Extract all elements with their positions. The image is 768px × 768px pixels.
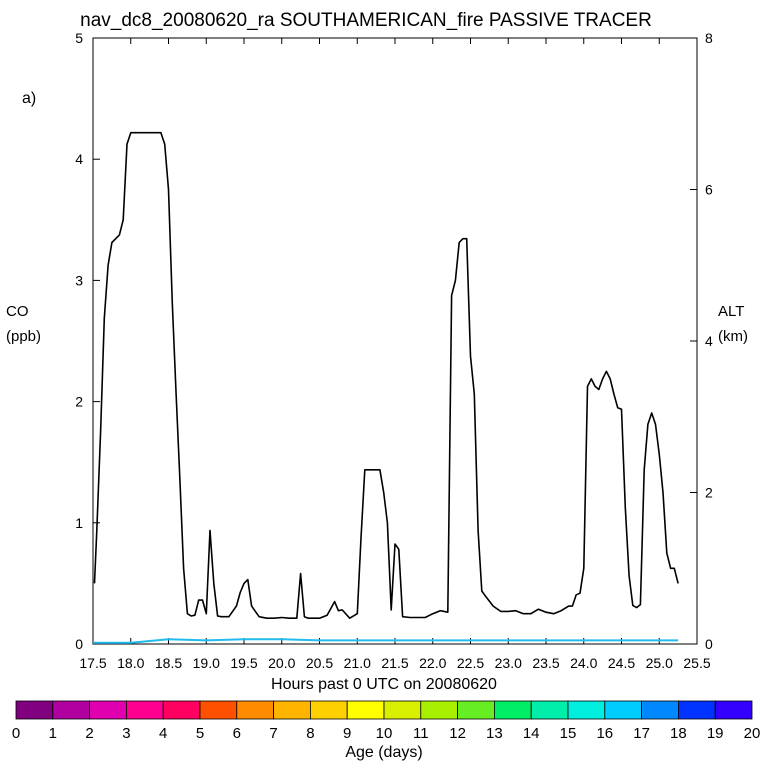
- x-tick-label: 22.0: [419, 655, 446, 671]
- x-tick-label: 25.0: [646, 655, 673, 671]
- colorbar-tick-label: 3: [122, 725, 130, 742]
- colorbar-swatch: [199, 700, 238, 720]
- y2-tick-label: 4: [705, 333, 713, 349]
- co-tracer-line: [93, 638, 679, 644]
- colorbar-swatch: [273, 700, 311, 720]
- colorbar-swatch: [52, 700, 90, 720]
- chart-title: nav_dc8_20080620_ra SOUTHAMERICAN_fire P…: [80, 10, 652, 31]
- colorbar-tick-label: 0: [12, 725, 20, 742]
- colorbar-label: Age (days): [345, 744, 423, 761]
- x-tick-label: 24.0: [570, 655, 597, 671]
- x-tick-label: 23.0: [495, 655, 522, 671]
- colorbar-swatch: [346, 700, 385, 720]
- colorbar-swatch: [383, 700, 422, 720]
- colorbar-tick-label: 20: [744, 725, 761, 742]
- x-tick-label: 21.0: [344, 655, 371, 671]
- panel-label: a): [22, 90, 37, 107]
- y-tick-label: 2: [75, 394, 83, 410]
- colorbar-tick-label: 19: [707, 725, 724, 742]
- x-tick-label: 21.5: [381, 655, 408, 671]
- colorbar-swatch: [309, 700, 348, 720]
- y-tick-label: 5: [75, 30, 83, 46]
- colorbar-tick-label: 14: [523, 725, 540, 742]
- colorbar-swatch: [126, 700, 164, 720]
- colorbar-swatch: [714, 700, 753, 720]
- colorbar-tick-label: 9: [343, 725, 351, 742]
- colorbar-tick-label: 4: [159, 725, 167, 742]
- y2-tick-label: 8: [705, 30, 713, 46]
- y-tick-label: 0: [75, 636, 83, 652]
- y-tick-label: 3: [75, 272, 83, 288]
- x-tick-label: 24.5: [608, 655, 635, 671]
- colorbar-swatch: [15, 700, 54, 720]
- colorbar-swatch: [162, 700, 201, 720]
- y2-tick-label: 0: [705, 636, 713, 652]
- colorbar-tick-label: 16: [596, 725, 613, 742]
- colorbar-tick-label: 2: [85, 725, 93, 742]
- x-tick-label: 23.5: [532, 655, 559, 671]
- y2-tick-label: 6: [705, 182, 713, 198]
- x-tick-label: 22.5: [457, 655, 484, 671]
- colorbar-tick-label: 1: [49, 725, 57, 742]
- x-tick-label: 18.5: [155, 655, 182, 671]
- colorbar-swatch: [420, 700, 458, 720]
- colorbar-tick-label: 5: [196, 725, 204, 742]
- colorbar-swatch: [236, 700, 275, 720]
- x-tick-label: 17.5: [79, 655, 106, 671]
- colorbar-tick-label: 12: [449, 725, 466, 742]
- colorbar-tick-label: 17: [633, 725, 650, 742]
- y2-axis-units: (km): [718, 328, 748, 345]
- x-tick-label: 20.5: [306, 655, 333, 671]
- x-tick-label: 19.0: [193, 655, 220, 671]
- colorbar-swatch: [641, 700, 679, 720]
- x-tick-label: 19.5: [230, 655, 257, 671]
- y-axis-label: CO: [6, 303, 29, 320]
- colorbar-swatch: [678, 700, 716, 720]
- x-tick-label: 20.0: [268, 655, 295, 671]
- x-axis-label: Hours past 0 UTC on 20080620: [271, 676, 497, 693]
- colorbar-tick-label: 11: [413, 725, 429, 742]
- colorbar-tick-label: 6: [233, 725, 241, 742]
- x-tick-label: 25.5: [683, 655, 710, 671]
- colorbar-tick-label: 7: [269, 725, 277, 742]
- colorbar-swatch: [604, 700, 642, 720]
- colorbar-swatch: [457, 700, 495, 720]
- x-tick-label: 18.0: [117, 655, 144, 671]
- y-tick-label: 1: [75, 515, 83, 531]
- y-tick-label: 4: [75, 151, 83, 167]
- colorbar-swatch: [530, 700, 569, 720]
- colorbar-swatch: [567, 700, 606, 720]
- altitude-line: [93, 131, 679, 620]
- colorbar-tick-label: 13: [486, 725, 503, 742]
- colorbar-swatch: [493, 700, 532, 720]
- y2-axis-label: ALT: [718, 303, 745, 320]
- colorbar-tick-label: 18: [670, 725, 687, 742]
- colorbar-tick-label: 10: [376, 725, 393, 742]
- colorbar-tick-label: 15: [560, 725, 577, 742]
- y-axis-units: (ppb): [6, 328, 42, 345]
- colorbar-tick-label: 8: [306, 725, 314, 742]
- colorbar-swatch: [89, 700, 127, 720]
- y2-tick-label: 2: [705, 485, 713, 501]
